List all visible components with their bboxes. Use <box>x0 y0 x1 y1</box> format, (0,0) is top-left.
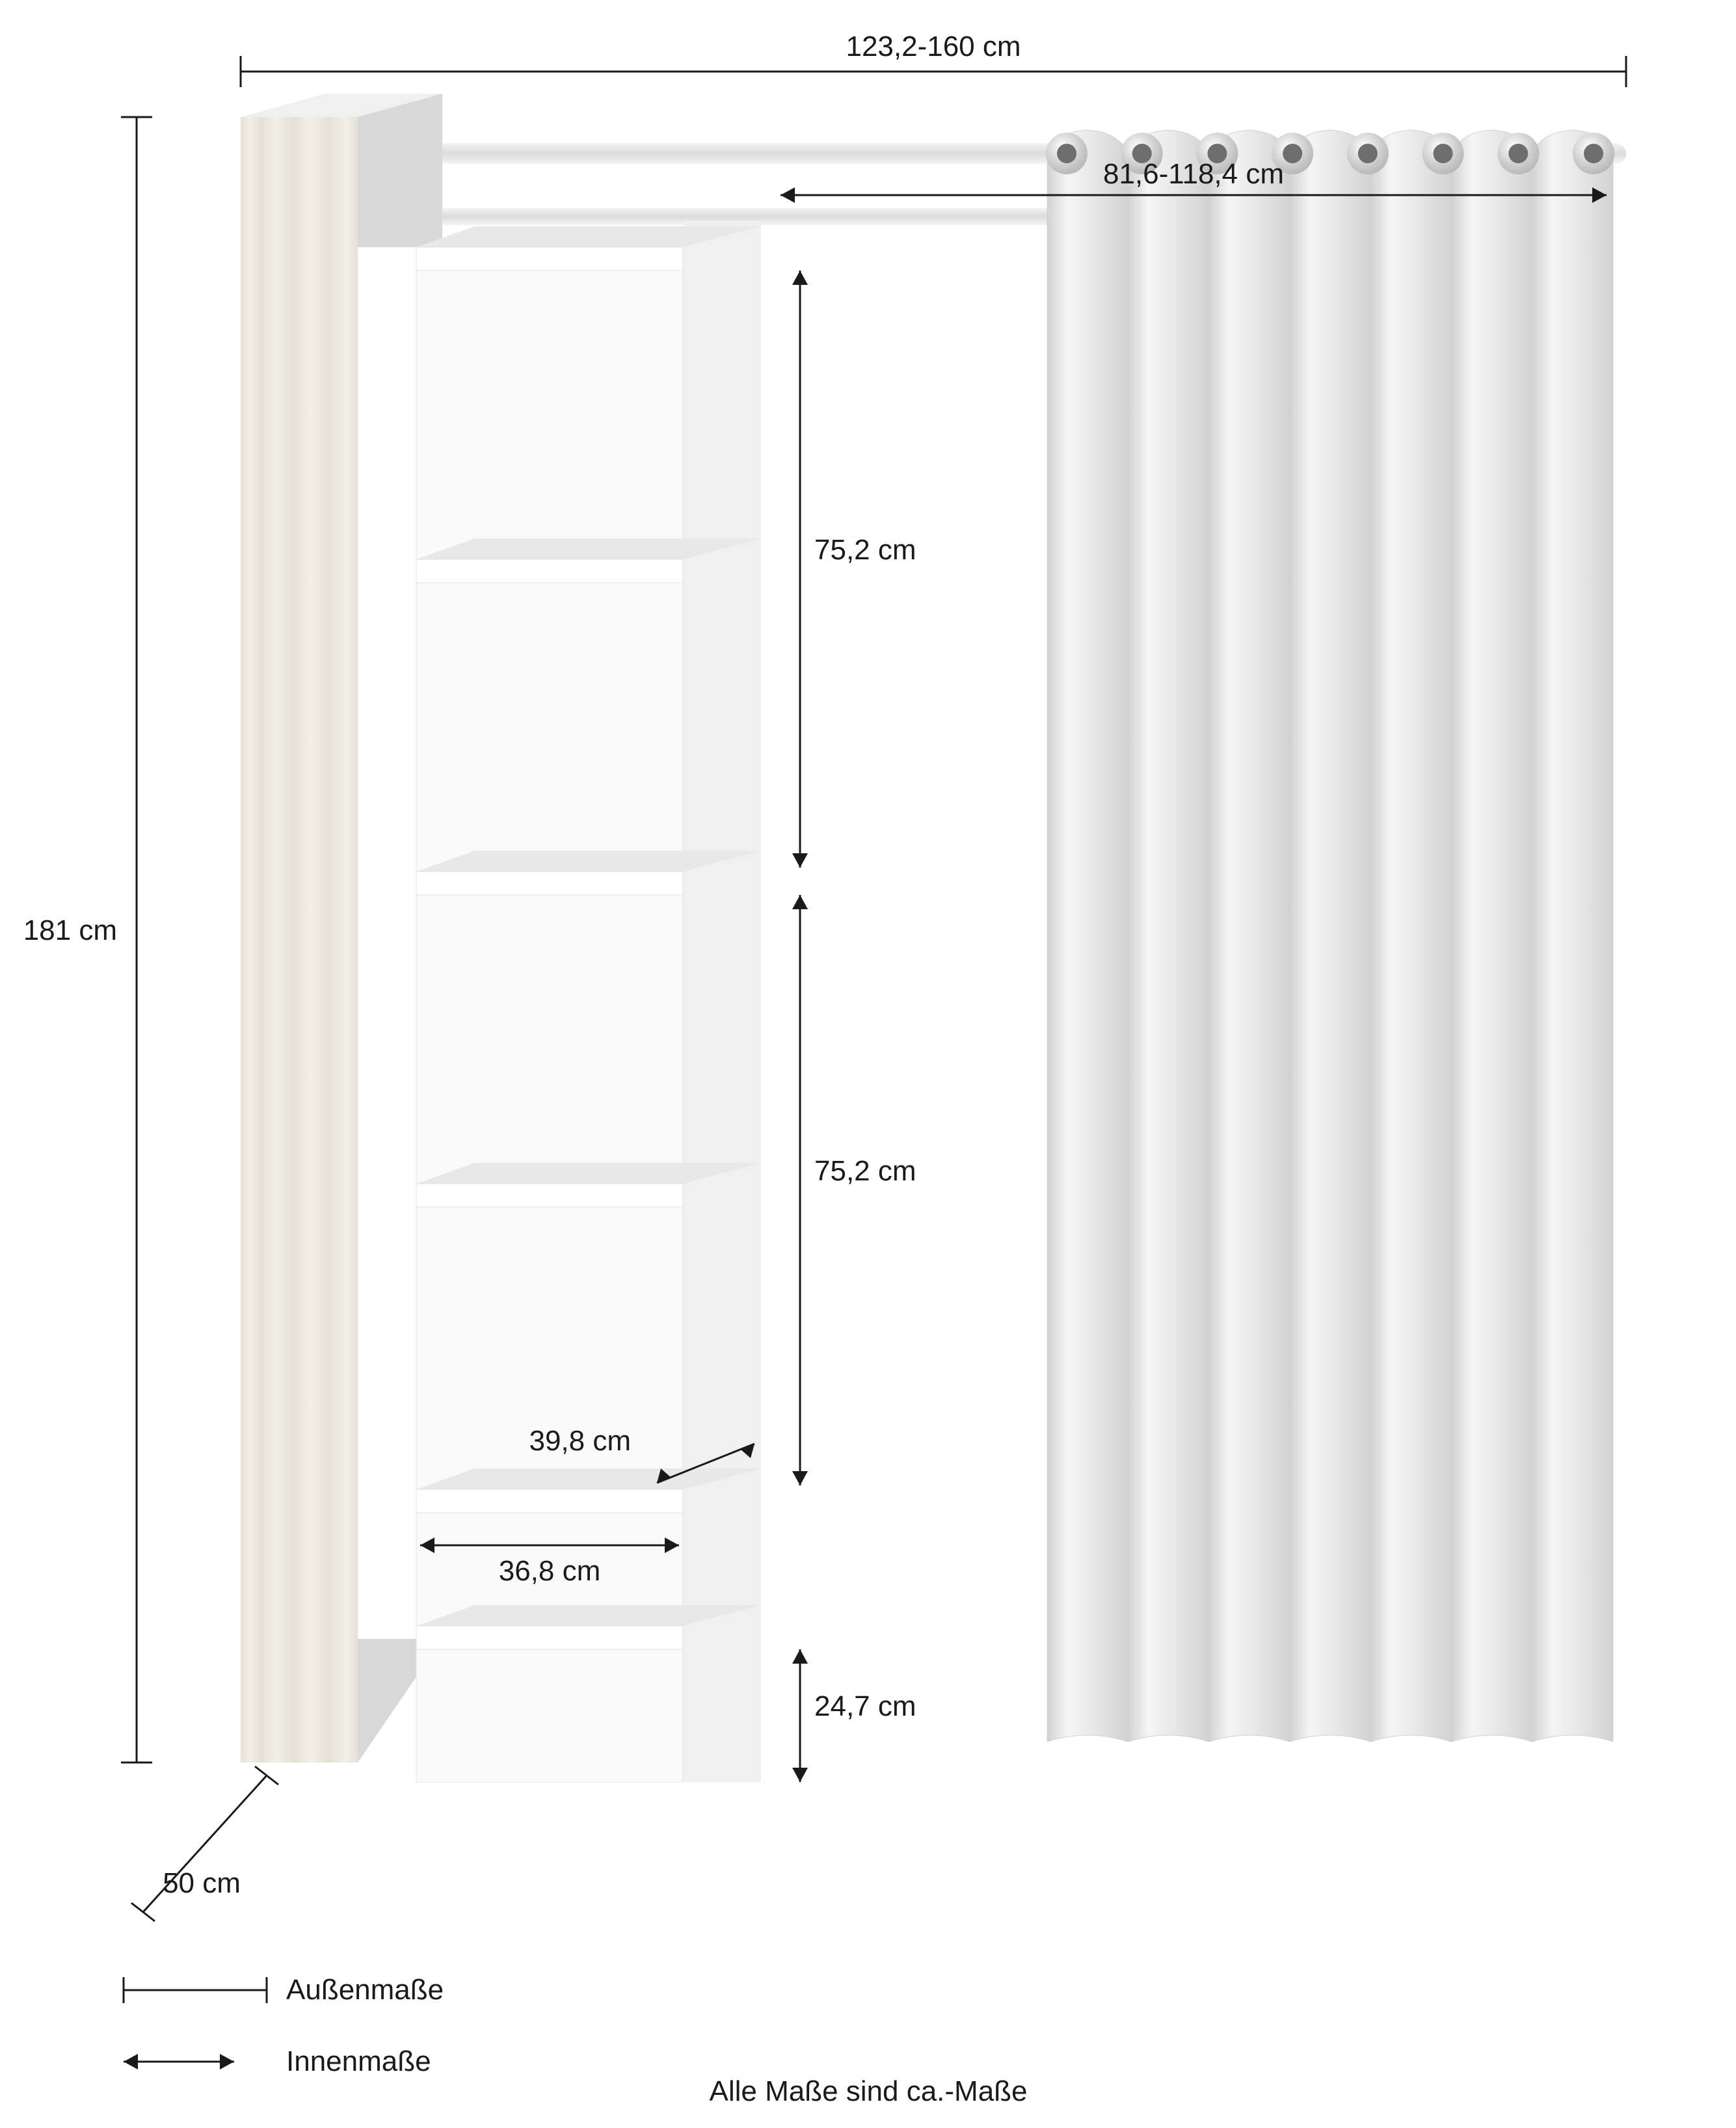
side-panel-front <box>241 117 358 1762</box>
shelf-column-side <box>683 221 761 1782</box>
dim-gap-upper: 75,2 cm <box>814 534 916 566</box>
dim-rod-span: 81,6-118,4 cm <box>1103 158 1284 190</box>
shelf <box>416 1626 683 1649</box>
shelf-column-front <box>416 247 683 1782</box>
dim-shelf-width: 36,8 cm <box>499 1555 601 1587</box>
footer-note: Alle Maße sind ca.-Maße <box>709 2075 1027 2107</box>
dim-total-width: 123,2-160 cm <box>846 31 1021 62</box>
dim-bottom-gap: 24,7 cm <box>814 1690 916 1722</box>
dim-depth: 50 cm <box>163 1867 241 1899</box>
legend-inner: Innenmaße <box>286 2045 431 2077</box>
legend-outer: Außenmaße <box>286 1974 444 2006</box>
curtain <box>1046 130 1614 1742</box>
dim-height: 181 cm <box>23 914 117 946</box>
dim-gap-lower: 75,2 cm <box>814 1155 916 1187</box>
dim-shelf-depth: 39,8 cm <box>529 1425 631 1457</box>
